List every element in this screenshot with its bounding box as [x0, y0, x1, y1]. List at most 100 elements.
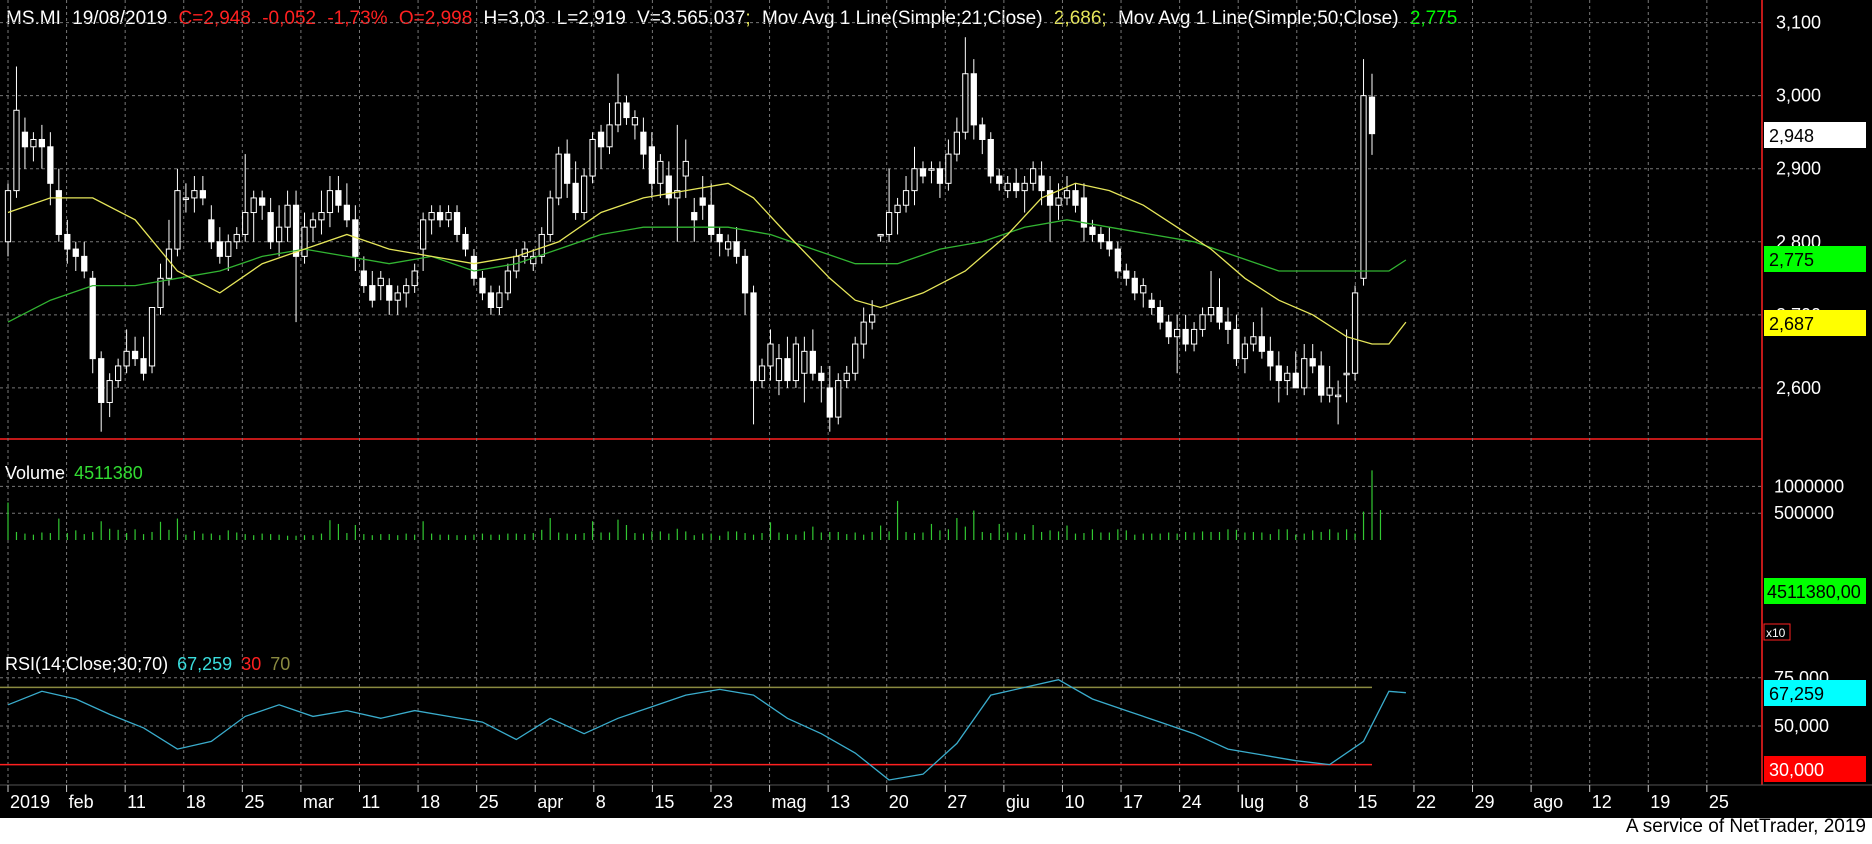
svg-text:2,775: 2,775 — [1769, 250, 1814, 270]
rsi-low-level: 30 — [241, 654, 261, 674]
candle — [496, 285, 503, 315]
stock-chart[interactable]: MS.MI 19/08/2019 C=2,948 -0,052 -1,73% O… — [0, 0, 1872, 818]
candle — [301, 212, 308, 264]
candle-body-up — [1174, 328, 1181, 338]
header-ma50-value: 2,775 — [1410, 8, 1458, 29]
candle-body-down — [665, 175, 672, 199]
candle-body-down — [708, 204, 715, 235]
candle-body-up — [420, 219, 427, 250]
last-price-badge: 2,948 — [1764, 122, 1866, 148]
time-tick-label: 25 — [244, 792, 264, 812]
time-tick-label: 11 — [127, 792, 146, 812]
volume-value: 4511380 — [74, 463, 143, 483]
candle — [809, 329, 816, 381]
candle — [902, 176, 910, 213]
candle-body-down — [72, 248, 79, 257]
candle-body-up — [233, 233, 240, 243]
candle — [1360, 59, 1367, 286]
candle-body-down — [292, 204, 300, 257]
candle-body-down — [64, 233, 71, 250]
candle — [784, 336, 791, 388]
header-change-pct: -1,73% — [327, 8, 387, 29]
candle — [538, 227, 545, 264]
candle-body-up — [403, 285, 410, 294]
candle-body-down — [1258, 336, 1265, 352]
volume-panel-label: Volume 4511380 — [5, 463, 143, 483]
candle-body-up — [123, 350, 130, 367]
candle-body-down — [259, 197, 266, 206]
candle-body-up — [911, 168, 918, 192]
candle — [326, 176, 334, 228]
candle — [1157, 300, 1164, 330]
candle-body-up — [326, 190, 334, 214]
time-tick-label: 15 — [1357, 792, 1377, 812]
svg-text:2,948: 2,948 — [1769, 126, 1814, 146]
candle — [945, 139, 952, 191]
price-tick-label: 3,100 — [1776, 13, 1821, 33]
candle-body-down — [750, 292, 757, 382]
candle-body-down — [597, 131, 605, 148]
candle-body-up — [1360, 95, 1367, 279]
header-date: 19/08/2019 — [72, 8, 167, 29]
candle — [767, 329, 774, 381]
candle — [572, 161, 579, 220]
candle-body-up — [953, 131, 960, 155]
candle-body-up — [394, 292, 401, 301]
candle — [911, 146, 918, 206]
candle-body-down — [436, 212, 444, 221]
candle — [885, 168, 893, 242]
candle — [1072, 183, 1079, 213]
candle — [1004, 176, 1011, 198]
candle-body-down — [564, 153, 571, 184]
ma50-badge: 2,775 — [1764, 246, 1866, 272]
candle-body-up — [1190, 328, 1198, 345]
candle-body-down — [572, 182, 579, 214]
candle — [148, 307, 156, 374]
candle-body-down — [1072, 190, 1079, 206]
candle-body-down — [453, 212, 461, 235]
candle — [55, 168, 62, 242]
candle-body-down — [818, 372, 825, 382]
candle-body-down — [1013, 182, 1020, 192]
time-tick-label: 19 — [1650, 792, 1670, 812]
candle — [1233, 314, 1240, 366]
candle — [1114, 241, 1121, 279]
candle-body-down — [1131, 277, 1138, 294]
candle-body-up — [106, 380, 113, 403]
candle — [1097, 227, 1105, 250]
time-tick-label: 12 — [1592, 792, 1612, 812]
candle-body-down — [470, 255, 478, 279]
candle — [436, 205, 444, 228]
candle-body-down — [741, 255, 749, 294]
time-axis-ticks: 2019 feb 11 18 25 mar 11 18 25 apr 8 15 23 mag 13 20 27 g… — [7, 785, 1729, 812]
candle-body-down — [89, 277, 96, 360]
candle-body-down — [987, 138, 994, 177]
candle — [843, 365, 850, 388]
svg-text:4511380,00: 4511380,00 — [1767, 582, 1861, 602]
candle — [1182, 314, 1189, 352]
candle — [1080, 183, 1088, 242]
candle — [691, 197, 698, 242]
candle — [106, 373, 113, 418]
time-tick-label: feb — [69, 792, 94, 812]
candle-body-up — [13, 109, 20, 192]
candle-body-up — [496, 292, 503, 309]
candle-body-down — [936, 168, 944, 184]
candle-body-down — [140, 358, 147, 374]
candle-body-down — [1318, 365, 1325, 396]
candle-body-down — [996, 175, 1003, 184]
candle-body-up — [945, 153, 952, 184]
candle — [445, 205, 452, 228]
candle — [377, 270, 384, 301]
candle — [919, 161, 927, 184]
candle — [403, 278, 410, 308]
candle — [818, 365, 825, 403]
candle-body-down — [809, 350, 816, 374]
candle — [1029, 161, 1037, 191]
candlesticks — [4, 37, 1376, 432]
time-tick-label: 8 — [1299, 792, 1309, 812]
candle-body-down — [199, 190, 206, 199]
svg-text:30,000: 30,000 — [1769, 760, 1824, 780]
candle-body-down — [1106, 241, 1113, 250]
header-high: H=3,03 — [484, 8, 546, 29]
